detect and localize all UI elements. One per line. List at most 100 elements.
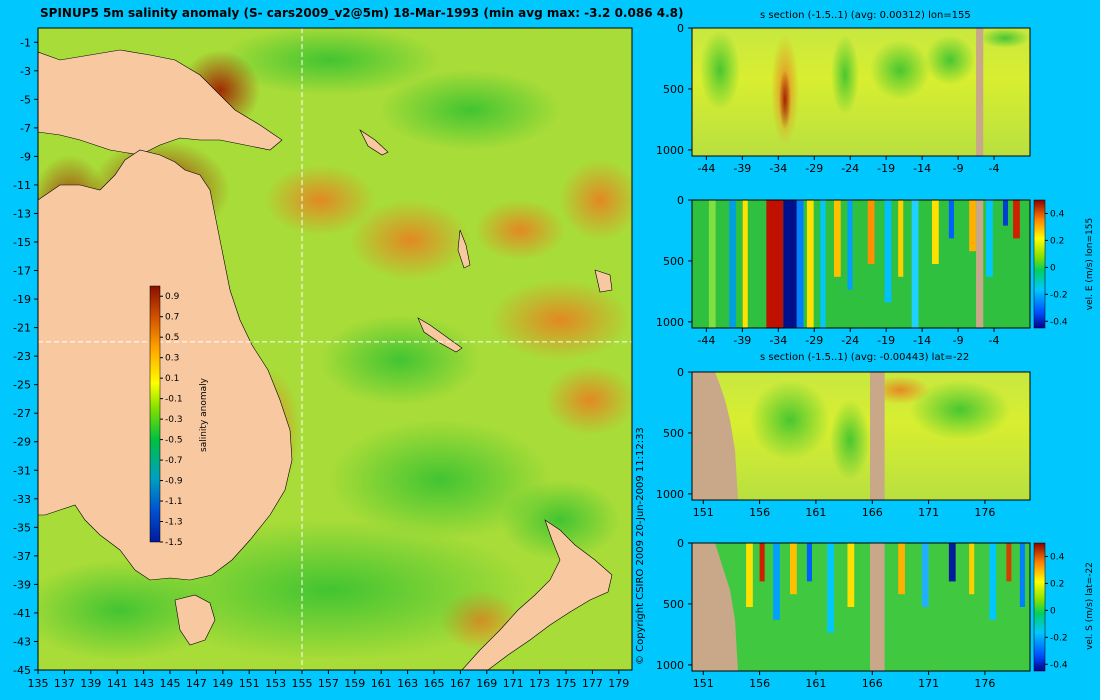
land-vanuatu xyxy=(457,229,471,269)
map-colorbar-tick-label: -0.9 xyxy=(165,477,183,487)
panel-s-section-lat-22: 151 156 161 166 171 176 0 500 1000 xyxy=(656,366,1031,519)
p2-stripe xyxy=(911,200,919,328)
map-x-tick-label: 173 xyxy=(529,677,550,690)
p1-y-tick-label: 0 xyxy=(677,22,684,35)
map-y-tick-label: -45 xyxy=(13,664,31,677)
p4-stripe xyxy=(759,543,765,582)
p2-x-ticks: -44 -39 -34 -29 -24 -19 -14 -9 -4 xyxy=(697,328,1000,347)
p2-x-tick-label: -14 xyxy=(913,334,931,347)
p4-y-tick-label: 500 xyxy=(663,598,684,611)
p1-y-tick-label: 1000 xyxy=(656,144,684,157)
map-colorbar-ticks: 0.9 0.7 0.5 0.3 0.1 -0.1 -0.3 -0.5 -0.7 -0.9 -1.1 -… xyxy=(160,292,183,548)
map-x-tick-label: 159 xyxy=(344,677,365,690)
p2-stripe xyxy=(1002,200,1009,226)
land-solomon xyxy=(359,129,389,156)
map-colorbar xyxy=(149,285,161,543)
p3-blob xyxy=(750,380,830,460)
map-y-tick-label: -15 xyxy=(13,236,31,249)
p1-blob xyxy=(779,70,791,130)
p2-x-tick-label: -9 xyxy=(953,334,964,347)
map-blob xyxy=(490,280,630,360)
p4-x-tick-label: 151 xyxy=(693,677,714,690)
p2-colorbar-ticks: 0.4 0.2 0 -0.2 -0.4 xyxy=(1045,209,1068,327)
p4-x-tick-label: 161 xyxy=(805,677,826,690)
map-blob xyxy=(475,200,565,260)
p4-colorbar-tick-label: 0.4 xyxy=(1050,552,1065,562)
map-colorbar-tick-label: 0.3 xyxy=(165,354,179,364)
map-x-tick-label: 135 xyxy=(28,677,49,690)
p4-stripe xyxy=(790,543,797,595)
map-y-ticks: -1 -3 -5 -7 -9 -11 -13 -15 -17 -19 -21 -23 -25 -27 -29… xyxy=(13,36,38,677)
p4-stripe xyxy=(898,543,905,595)
land-tasmania xyxy=(174,594,216,646)
p2-stripe xyxy=(1013,200,1020,239)
p2-stripe xyxy=(729,200,736,328)
map-colorbar-tick-label: 0.1 xyxy=(165,374,179,384)
p2-y-ticks: 0 500 1000 xyxy=(656,194,692,329)
map-colorbar-label: salinity anomaly xyxy=(199,377,209,452)
map-y-tick-label: -27 xyxy=(13,407,31,420)
p3-frame xyxy=(691,371,1031,501)
map-x-tick-label: 151 xyxy=(239,677,260,690)
map-colorbar-tick-label: -1.1 xyxy=(165,497,183,507)
p4-bg xyxy=(692,543,1030,671)
p1-frame xyxy=(691,27,1031,157)
p2-colorbar-tick-label: -0.2 xyxy=(1050,290,1068,300)
p4-colorbar-tick-label: -0.4 xyxy=(1050,660,1068,670)
p4-stripe xyxy=(1006,543,1012,582)
p2-y-tick-label: 0 xyxy=(677,194,684,207)
map-frame xyxy=(37,27,633,671)
p4-land-ridge xyxy=(870,543,885,671)
p2-stripe xyxy=(884,200,892,303)
map-x-tick-label: 167 xyxy=(450,677,471,690)
p4-colorbar-tick-label: 0.2 xyxy=(1050,579,1064,589)
p4-stripe xyxy=(847,543,855,607)
p4-stripe xyxy=(969,543,975,595)
map-colorbar-tick-label: 0.5 xyxy=(165,333,179,343)
p1-blob xyxy=(700,30,740,110)
map-x-tick-label: 163 xyxy=(397,677,418,690)
p4-stripe xyxy=(1019,543,1025,607)
p2-stripe xyxy=(898,200,904,277)
p1-blob xyxy=(831,35,859,115)
map-y-tick-label: -9 xyxy=(20,150,31,163)
copyright: © Copyright CSIRO 2009 20-Jun-2009 11:12… xyxy=(635,427,646,665)
p2-stripe xyxy=(742,200,748,328)
map-x-tick-label: 169 xyxy=(476,677,497,690)
p4-colorbar-ticks: 0.4 0.2 0 -0.2 -0.4 xyxy=(1045,552,1068,670)
panel-vel-s-lat-22: 151 156 161 166 171 176 0 500 1000 0.4 0.2 0 -0.2 -… xyxy=(656,537,1095,690)
map-blob xyxy=(320,315,480,405)
p4-land xyxy=(692,543,738,671)
p4-stripe xyxy=(921,543,929,607)
p3-x-tick-label: 176 xyxy=(974,506,995,519)
map-x-tick-label: 175 xyxy=(556,677,577,690)
land-australia xyxy=(38,149,293,581)
map-colorbar-tick-label: -0.3 xyxy=(165,415,183,425)
p4-y-tick-label: 1000 xyxy=(656,659,684,672)
map-y-tick-label: -43 xyxy=(13,635,31,648)
main-title: SPINUP5 5m salinity anomaly (S- cars2009… xyxy=(40,6,684,20)
map-blob xyxy=(560,160,632,240)
map-blob xyxy=(38,560,220,660)
p2-stripe xyxy=(969,200,976,252)
map-x-tick-label: 149 xyxy=(212,677,233,690)
map-colorbar-tick-label: -1.5 xyxy=(165,538,183,548)
p2-x-tick-label: -4 xyxy=(989,334,1000,347)
map-colorbar-tick-label: -0.5 xyxy=(165,436,183,446)
map-y-tick-label: -19 xyxy=(13,293,31,306)
land-new-caledonia xyxy=(417,317,463,353)
p2-x-tick-label: -34 xyxy=(769,334,787,347)
map-y-tick-label: -13 xyxy=(13,207,31,220)
p2-x-tick-label: -39 xyxy=(733,334,751,347)
p4-stripe xyxy=(746,543,753,607)
p1-blob xyxy=(870,40,930,100)
p2-stripe xyxy=(796,200,804,328)
p2-stripe xyxy=(986,200,993,277)
p2-colorbar-label: vel. E (m/s) lon=155 xyxy=(1085,218,1095,310)
p2-stripe xyxy=(847,200,853,290)
p2-colorbar xyxy=(1033,199,1046,329)
map-y-tick-label: -3 xyxy=(20,65,31,78)
map-y-tick-label: -29 xyxy=(13,436,31,449)
map-blob xyxy=(500,480,620,560)
